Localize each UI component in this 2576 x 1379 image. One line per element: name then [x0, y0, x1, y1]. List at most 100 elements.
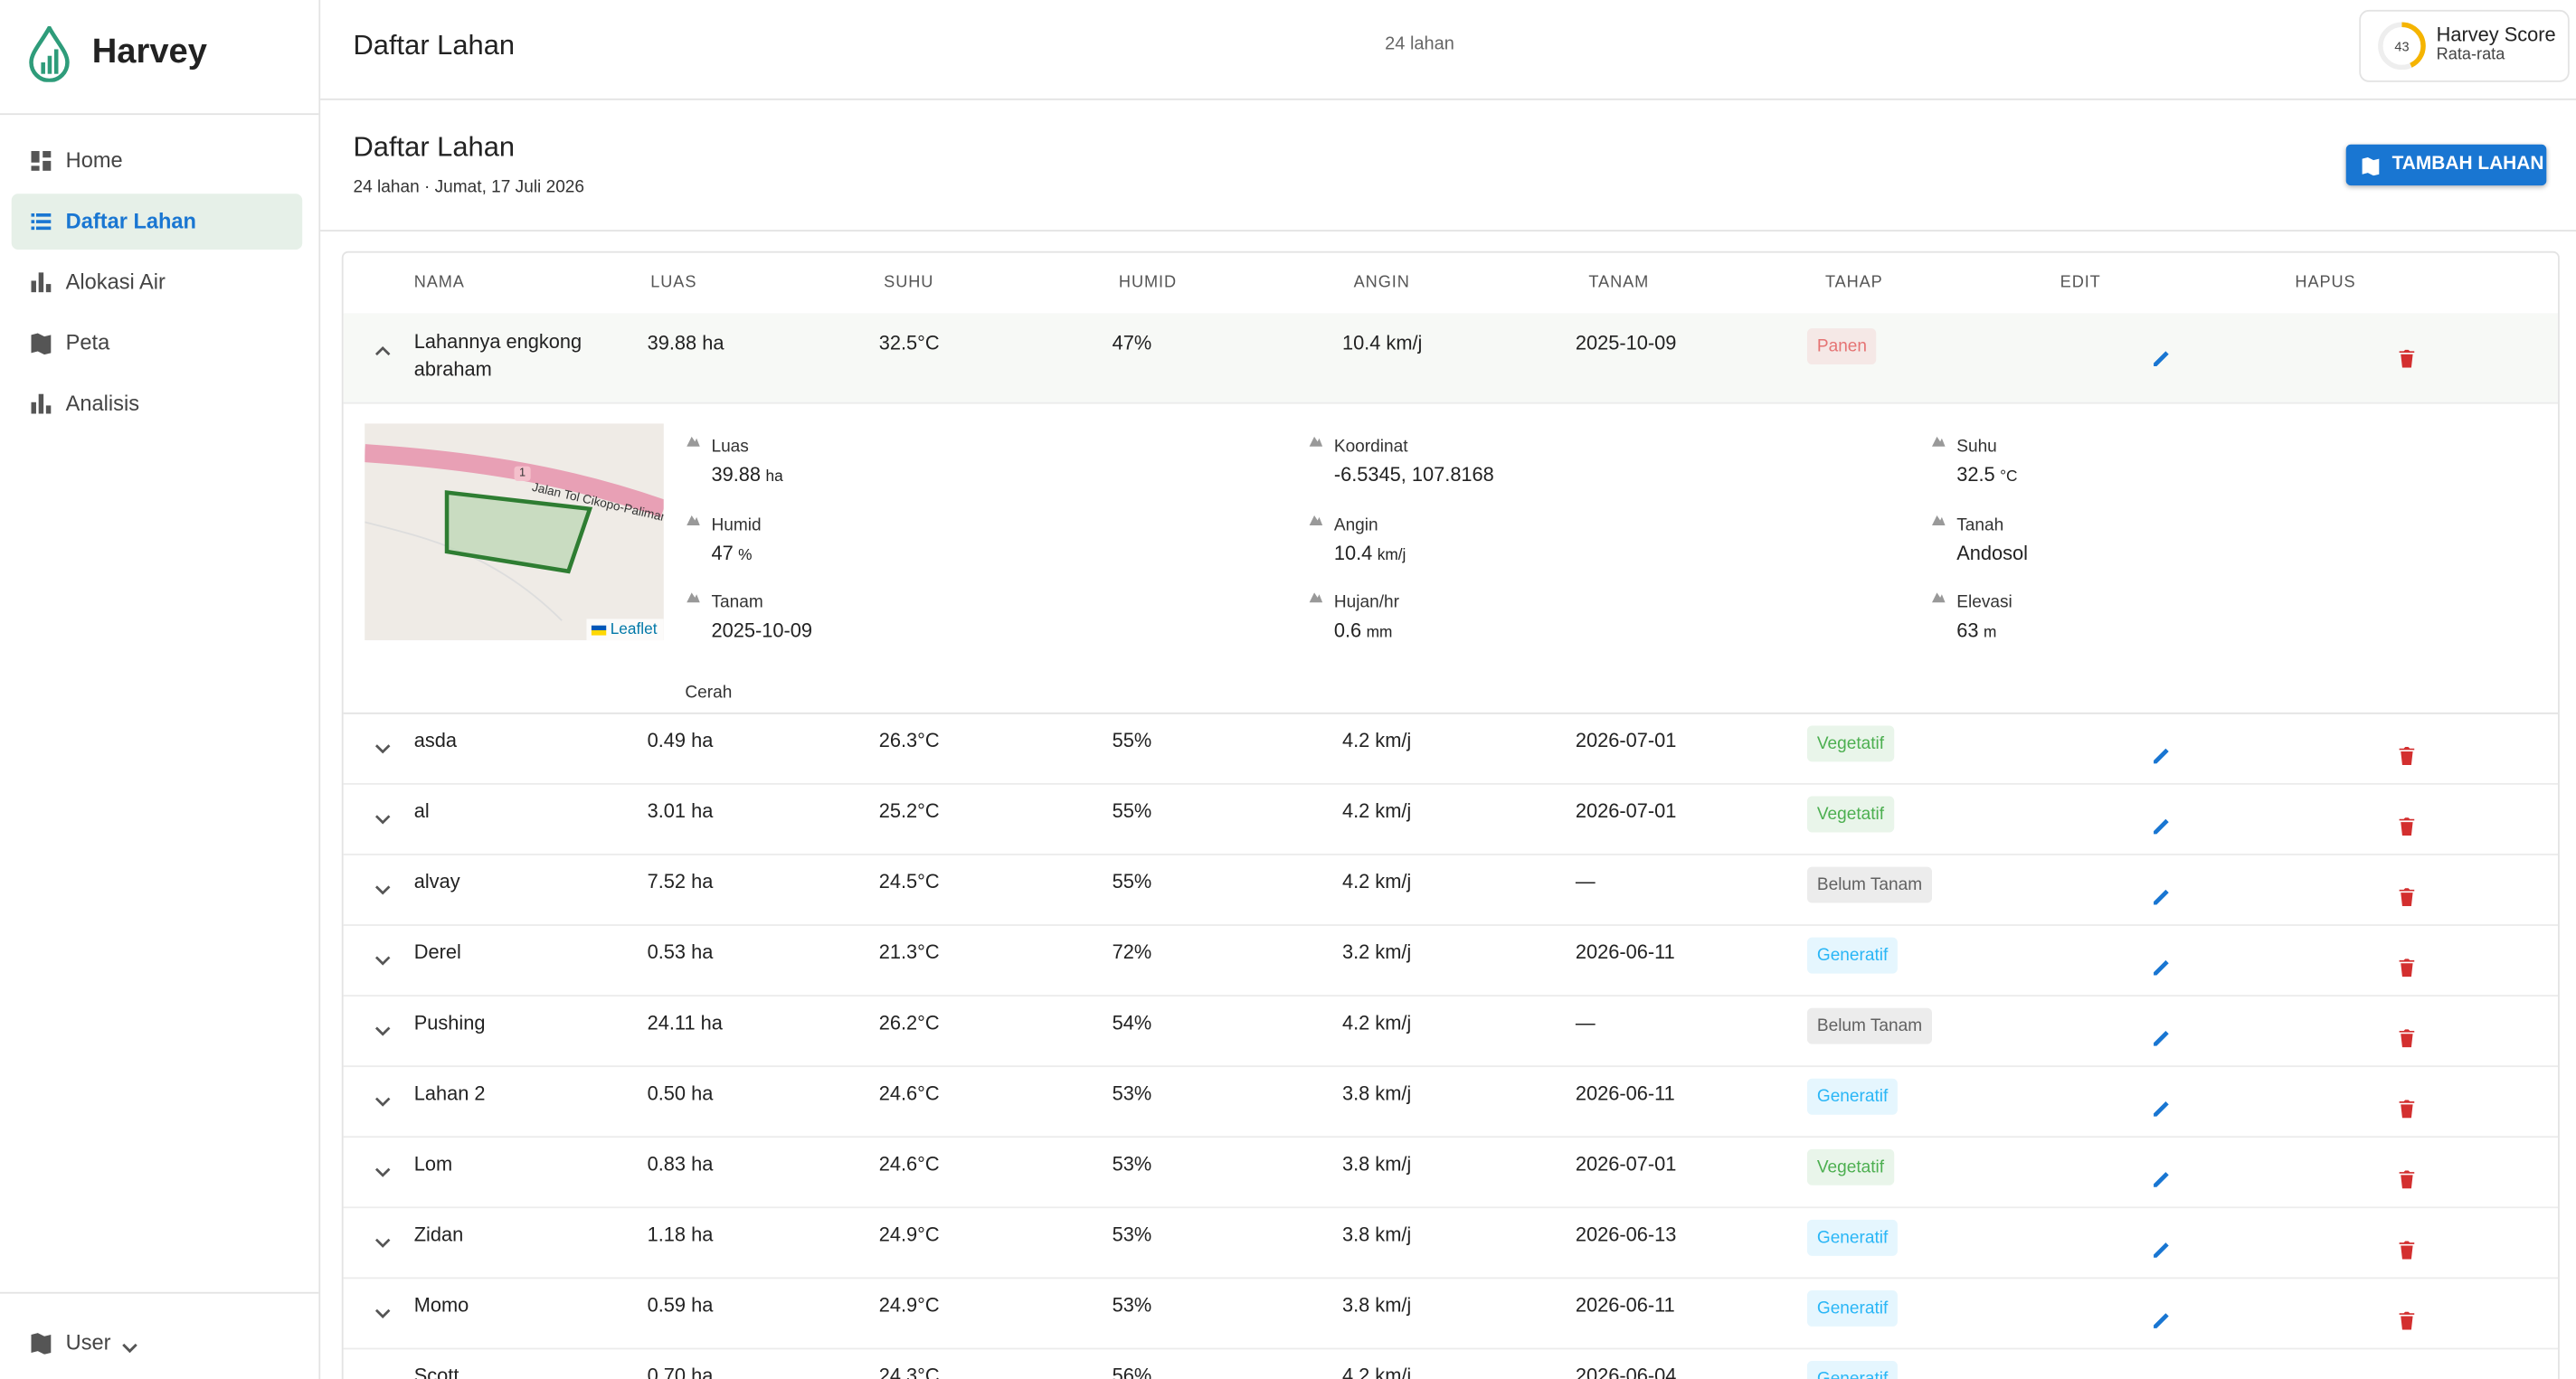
cell-plant: 2026-06-11	[1575, 940, 1675, 964]
column-header: LUAS	[650, 274, 697, 293]
field-value: 10.4 km/j	[1334, 541, 1406, 563]
table-row: Lahan 2 0.50 ha 24.6°C 53% 3.8 km/j 2026-06-1…	[343, 1065, 2559, 1138]
nav-item[interactable]: Daftar Lahan	[11, 194, 303, 250]
table-row: Lom 0.83 ha 24.6°C 53% 3.8 km/j 2026-07-01 Veg…	[343, 1136, 2559, 1209]
edit-button-svg	[2154, 1242, 2169, 1258]
field-unit: km/j	[1377, 545, 1406, 564]
delete-button[interactable]	[2399, 1167, 2415, 1197]
field-icon	[685, 505, 701, 534]
cell-area: 3.01 ha	[647, 799, 714, 823]
cell-plant: 2025-10-09	[1575, 331, 1677, 355]
field-icon-svg	[1932, 515, 1946, 525]
column-header: EDIT	[2060, 274, 2101, 293]
field-icon	[1930, 427, 1946, 457]
edit-button[interactable]	[2152, 743, 2170, 773]
edit-button[interactable]	[2152, 956, 2170, 986]
cell-area: 7.52 ha	[647, 870, 714, 893]
user-menu[interactable]: User	[12, 1320, 176, 1366]
table-row: alvay 7.52 ha 24.5°C 55% 4.2 km/j — Belum Tana…	[343, 854, 2559, 926]
cell-temp: 25.2°C	[878, 799, 940, 823]
expand-toggle[interactable]	[374, 734, 391, 764]
edit-button[interactable]	[2152, 1308, 2170, 1338]
table-row: Pushing 24.11 ha 26.2°C 54% 4.2 km/j — Belum T…	[343, 995, 2559, 1068]
edit-button[interactable]	[2152, 1097, 2170, 1127]
delete-button[interactable]	[2399, 743, 2415, 773]
field-value: 0.6 mm	[1334, 619, 1393, 641]
cell-area: 0.50 ha	[647, 1081, 714, 1105]
delete-button-svg	[2399, 747, 2415, 766]
add-button[interactable]: TAMBAH LAHAN	[2345, 144, 2547, 186]
cell-name: Lahan 2	[413, 1081, 486, 1105]
nav-item[interactable]: Analisis	[12, 376, 302, 432]
delete-button-svg	[2399, 1100, 2415, 1119]
edit-button[interactable]	[2152, 1167, 2170, 1197]
field-label: Humid	[711, 515, 762, 534]
cell-humid: 55%	[1112, 870, 1152, 893]
nav-item[interactable]: Alokasi Air	[12, 254, 302, 310]
expand-toggle[interactable]	[374, 336, 391, 366]
table-row: asda 0.49 ha 26.3°C 55% 4.2 km/j 2026-07-01 Ve…	[343, 713, 2559, 785]
cell-humid: 47%	[1112, 331, 1152, 355]
delete-button[interactable]	[2399, 956, 2415, 986]
expand-toggle-svg	[374, 1308, 391, 1318]
expand-toggle[interactable]	[374, 1016, 391, 1046]
expand-toggle[interactable]	[374, 1228, 391, 1258]
cell-name: alvay	[413, 870, 460, 893]
nav-icon	[30, 332, 52, 363]
delete-button[interactable]	[2399, 1026, 2415, 1056]
field-label: Koordinat	[1333, 436, 1408, 457]
cell-wind: 4.2 km/j	[1341, 870, 1412, 893]
stage-badge: Panen	[1806, 328, 1877, 365]
delete-button[interactable]	[2399, 1238, 2415, 1268]
field-icon-svg	[1309, 436, 1323, 447]
nav-icon-svg	[31, 272, 52, 293]
expand-toggle[interactable]	[374, 1299, 391, 1328]
cell-wind: 4.2 km/j	[1341, 1364, 1412, 1379]
cell-wind: 3.8 km/j	[1341, 1293, 1412, 1318]
nav-label: Daftar Lahan	[65, 208, 196, 233]
delete-button[interactable]	[2399, 885, 2415, 915]
field-label: Hujan/hr	[1333, 592, 1399, 613]
edit-button[interactable]	[2152, 885, 2170, 915]
expand-toggle[interactable]	[374, 946, 391, 976]
field-icon	[685, 427, 701, 457]
nav-icon	[30, 210, 52, 241]
expand-toggle[interactable]	[374, 1369, 391, 1379]
expand-toggle[interactable]	[374, 805, 391, 835]
edit-button[interactable]	[2152, 1026, 2170, 1056]
row-detail: 1 Jalan Tol Cikopo-Palimanan Leaflet Luas 39…	[343, 402, 2559, 714]
field-value: 32.5 °C	[1956, 463, 2017, 486]
delete-button-svg	[2399, 349, 2415, 368]
delete-button-svg	[2399, 817, 2415, 836]
score-label: Harvey Score	[2436, 23, 2556, 46]
delete-button[interactable]	[2399, 814, 2415, 844]
edit-button[interactable]	[2152, 814, 2170, 844]
cell-humid: 53%	[1112, 1223, 1152, 1246]
cell-wind: 3.8 km/j	[1341, 1152, 1412, 1176]
nav-icon-svg	[31, 213, 52, 231]
nav-item[interactable]: Home	[12, 133, 302, 189]
edit-button[interactable]	[2152, 346, 2170, 376]
nav-item[interactable]: Peta	[12, 316, 302, 372]
delete-button[interactable]	[2399, 1097, 2415, 1127]
delete-button[interactable]	[2399, 1308, 2415, 1338]
cell-temp: 24.9°C	[878, 1223, 940, 1246]
cell-wind: 3.8 km/j	[1341, 1223, 1412, 1246]
field-number: 39.88	[711, 462, 762, 486]
add-icon-svg	[2362, 157, 2380, 176]
cell-area: 39.88 ha	[647, 331, 724, 355]
expand-toggle[interactable]	[374, 1157, 391, 1187]
nav-label: Alokasi Air	[65, 269, 166, 294]
edit-button[interactable]	[2152, 1238, 2170, 1268]
road-number: 1	[514, 466, 531, 481]
nav-icon-svg	[31, 333, 52, 355]
sidebar	[0, 0, 321, 1379]
field-unit: ha	[765, 468, 783, 486]
expand-toggle[interactable]	[374, 875, 391, 905]
field-value: Andosol	[1956, 541, 2028, 563]
add-label: TAMBAH LAHAN	[2391, 154, 2544, 175]
delete-button[interactable]	[2399, 346, 2415, 376]
expand-toggle[interactable]	[374, 1087, 391, 1117]
stage-badge: Generatif	[1806, 1361, 1899, 1379]
field-number: 32.5	[1956, 462, 1995, 486]
